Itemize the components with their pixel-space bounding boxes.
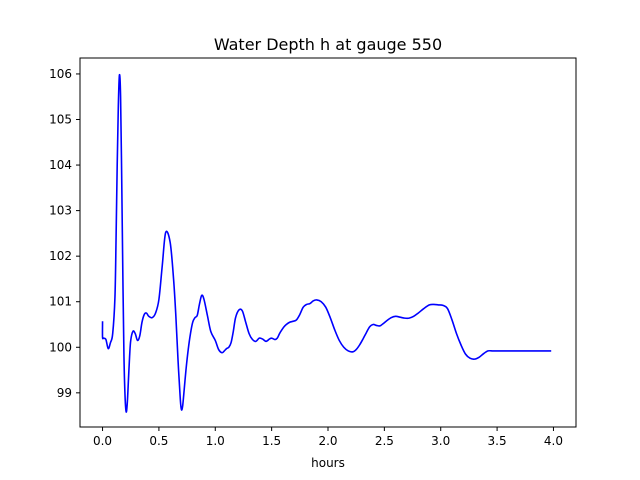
y-axis: 99 100 101 102 103 104 105 106 bbox=[49, 67, 80, 400]
series-line bbox=[101, 73, 552, 413]
y-tick-label: 103 bbox=[49, 204, 72, 218]
y-tick-label: 99 bbox=[57, 386, 72, 400]
x-tick-label: 2.0 bbox=[318, 434, 337, 448]
x-tick-label: 3.5 bbox=[488, 434, 507, 448]
x-tick-label: 4.0 bbox=[544, 434, 563, 448]
x-tick-label: 1.5 bbox=[262, 434, 281, 448]
y-tick-label: 101 bbox=[49, 295, 72, 309]
y-tick-label: 105 bbox=[49, 113, 72, 127]
x-axis-label: hours bbox=[311, 456, 345, 470]
plot-area bbox=[101, 73, 552, 413]
y-tick-label: 106 bbox=[49, 67, 72, 81]
chart-title: Water Depth h at gauge 550 bbox=[214, 35, 442, 54]
x-tick-label: 3.0 bbox=[431, 434, 450, 448]
x-tick-label: 0.0 bbox=[93, 434, 112, 448]
x-tick-label: 2.5 bbox=[375, 434, 394, 448]
y-tick-label: 104 bbox=[49, 158, 72, 172]
x-tick-label: 0.5 bbox=[149, 434, 168, 448]
y-tick-label: 102 bbox=[49, 249, 72, 263]
x-axis: 0.0 0.5 1.0 1.5 2.0 2.5 3.0 3.5 4.0 bbox=[93, 427, 563, 448]
x-tick-label: 1.0 bbox=[206, 434, 225, 448]
plot-frame bbox=[79, 57, 577, 428]
y-tick-label: 100 bbox=[49, 340, 72, 354]
